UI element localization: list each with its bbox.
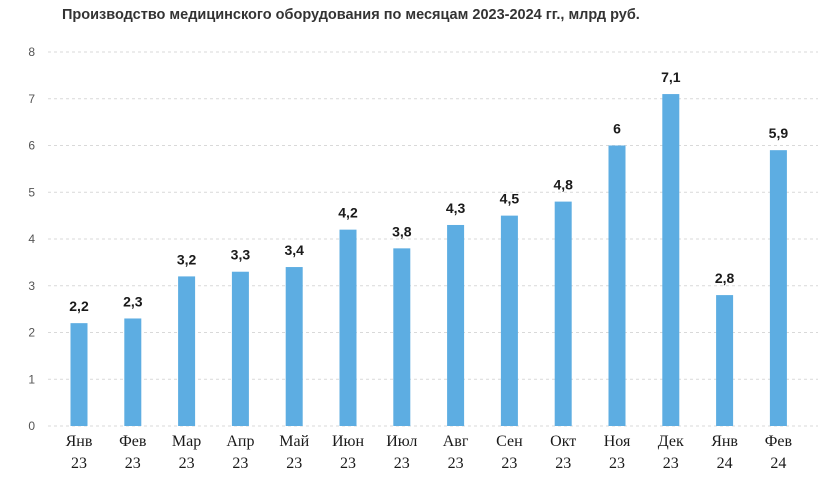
y-tick-label: 3 [28, 279, 35, 293]
y-tick-label: 5 [28, 185, 35, 199]
y-tick-label: 8 [28, 45, 35, 59]
data-label: 2,8 [715, 270, 735, 286]
data-label: 4,3 [446, 200, 466, 216]
x-tick-label-month: Фев [119, 433, 147, 450]
x-tick-label-year: 24 [770, 455, 786, 472]
bar [716, 295, 734, 426]
y-axis-ticks: 0 1 2 3 4 5 6 7 8 [28, 45, 35, 433]
data-label: 3,8 [392, 223, 412, 239]
x-tick-label-year: 23 [232, 455, 248, 472]
x-axis-ticks: Янв 23 Фев 23 Мар 23 Апр 23 Май 23 Июн 23 Июл 23 Авг 23… [66, 433, 793, 472]
data-label: 3,4 [284, 242, 304, 258]
x-tick-label-year: 23 [609, 455, 625, 472]
x-tick-label-month: Май [279, 433, 309, 450]
bar [769, 150, 787, 427]
y-tick-label: 6 [28, 139, 35, 153]
x-tick-label-year: 23 [71, 455, 87, 472]
bar [662, 94, 680, 426]
y-tick-label: 4 [28, 232, 35, 246]
x-tick-label-month: Янв [711, 433, 738, 450]
x-tick-label-year: 23 [179, 455, 195, 472]
x-tick-label-year: 23 [501, 455, 517, 472]
bar [339, 229, 357, 426]
x-tick-label-year: 23 [555, 455, 571, 472]
data-label: 5,9 [769, 125, 789, 141]
data-label: 3,3 [231, 247, 251, 263]
y-tick-label: 0 [28, 419, 35, 433]
x-tick-label-year: 23 [340, 455, 356, 472]
data-label: 2,3 [123, 293, 143, 309]
x-tick-label-year: 23 [663, 455, 679, 472]
x-tick-label-year: 23 [448, 455, 464, 472]
bar [178, 276, 196, 426]
x-tick-label-month: Сен [496, 433, 523, 450]
data-label: 7,1 [661, 69, 681, 85]
x-tick-label-month: Ноя [604, 433, 631, 450]
data-label: 4,5 [500, 191, 520, 207]
bar [608, 145, 626, 426]
x-tick-label-year: 23 [394, 455, 410, 472]
bar [124, 318, 142, 426]
data-label: 4,2 [338, 205, 358, 221]
x-tick-label-month: Окт [550, 433, 576, 450]
x-tick-label-year: 24 [717, 455, 733, 472]
bar [554, 201, 572, 426]
bars [70, 94, 787, 427]
x-tick-label-month: Июл [386, 433, 417, 450]
bar [393, 248, 411, 426]
y-tick-label: 1 [28, 372, 35, 386]
x-tick-label-month: Авг [443, 433, 469, 450]
data-label: 4,8 [553, 177, 573, 193]
data-label: 6 [613, 121, 621, 137]
bar [447, 224, 465, 426]
x-tick-label-month: Фев [765, 433, 793, 450]
bar [70, 323, 88, 426]
y-tick-label: 7 [28, 92, 35, 106]
x-tick-label-month: Апр [226, 433, 254, 450]
y-tick-label: 2 [28, 326, 35, 340]
gridlines [48, 51, 818, 427]
x-tick-label-year: 23 [125, 455, 141, 472]
x-tick-label-month: Мар [172, 433, 201, 450]
data-labels: 2,2 2,3 3,2 3,3 3,4 4,2 3,8 4,3 4,5 4,8 6 7,1 2,8 5,9 [69, 69, 788, 314]
x-tick-label-month: Янв [66, 433, 93, 450]
x-tick-label-month: Дек [658, 433, 684, 450]
bar [231, 271, 249, 426]
x-tick-label-year: 23 [286, 455, 302, 472]
chart-title: Производство медицинского оборудования п… [62, 7, 640, 23]
bar [500, 215, 518, 426]
x-tick-label-month: Июн [332, 433, 365, 450]
data-label: 3,2 [177, 251, 197, 267]
bar [285, 267, 303, 426]
data-label: 2,2 [69, 298, 89, 314]
